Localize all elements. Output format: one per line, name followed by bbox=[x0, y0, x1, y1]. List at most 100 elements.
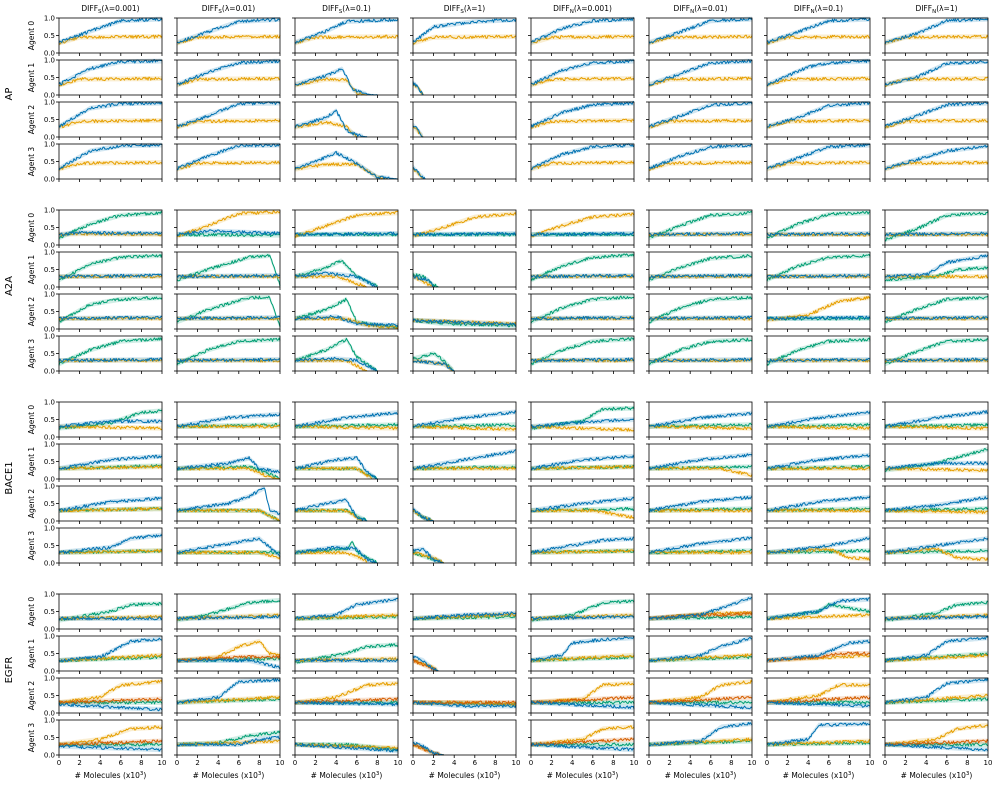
series-line-orange bbox=[530, 212, 635, 238]
y-tick-label: 0.0 bbox=[44, 49, 55, 57]
x-tick-label: 8 bbox=[611, 759, 615, 767]
x-tick-label: 8 bbox=[729, 759, 733, 767]
series-line-blue bbox=[412, 742, 445, 756]
subplot bbox=[292, 16, 399, 56]
subplot bbox=[764, 209, 871, 248]
x-tick-label: 10 bbox=[984, 759, 993, 767]
y-tick-label: 0.5 bbox=[44, 692, 55, 700]
column-header-subscript: N bbox=[570, 9, 574, 15]
column-header-lambda: (λ=1) bbox=[464, 4, 485, 13]
series-band-blue bbox=[177, 455, 280, 475]
series-line-blue bbox=[294, 546, 378, 564]
y-tick-label: 1.0 bbox=[44, 716, 55, 724]
column-header-subscript: N bbox=[810, 9, 814, 15]
column-header-base: DIFF bbox=[81, 4, 98, 13]
target-label: AP bbox=[4, 88, 15, 101]
series-line-orange bbox=[412, 274, 434, 288]
series-band-green bbox=[649, 210, 752, 241]
y-tick-label: 0.5 bbox=[44, 266, 55, 274]
subplot bbox=[174, 58, 281, 98]
x-tick-label: 10 bbox=[630, 759, 639, 767]
y-tick-label: 0.0 bbox=[44, 475, 55, 483]
y-tick-label: 0.5 bbox=[44, 734, 55, 742]
series-line-blue bbox=[648, 536, 753, 554]
series-line-blue bbox=[412, 125, 424, 138]
series-line-orange bbox=[58, 725, 163, 746]
series-line-blue bbox=[766, 597, 871, 620]
x-axis-label: # Molecules (x103) bbox=[783, 771, 855, 780]
target-label: A2A bbox=[4, 276, 15, 296]
series-line-blue bbox=[530, 143, 635, 170]
subplot bbox=[410, 59, 517, 98]
x-axis-label: # Molecules (x103) bbox=[901, 771, 973, 780]
series-band-blue bbox=[413, 740, 444, 755]
x-tick-label: 10 bbox=[158, 759, 167, 767]
series-line-green bbox=[58, 337, 163, 366]
subplot: 0 2 4 6 8 10 bbox=[174, 719, 284, 767]
series-line-orange bbox=[884, 693, 989, 704]
series-line-blue bbox=[294, 356, 378, 372]
axes-frame bbox=[294, 485, 399, 522]
series-line-orange bbox=[176, 210, 281, 238]
series-line-blue bbox=[294, 498, 368, 522]
series-line-green bbox=[649, 295, 753, 324]
subplot bbox=[174, 209, 281, 248]
series-line-blue bbox=[530, 742, 635, 752]
x-tick-label: 4 bbox=[334, 759, 339, 767]
series-band-blue bbox=[885, 58, 988, 87]
series-line-blue bbox=[412, 410, 517, 428]
subplot bbox=[764, 443, 871, 482]
series-band-blue bbox=[177, 677, 280, 705]
agent-label: Agent 3 bbox=[27, 531, 36, 561]
axes-frame bbox=[412, 59, 517, 96]
series-line-orange bbox=[412, 424, 517, 431]
series-line-blue bbox=[176, 59, 281, 86]
series-line-green bbox=[766, 337, 871, 366]
y-tick-label: 1.0 bbox=[44, 332, 55, 340]
series-line-orange bbox=[294, 274, 368, 288]
series-line-blue bbox=[294, 742, 399, 753]
series-band-orange bbox=[649, 550, 752, 555]
column-header-lambda: (λ=0.001) bbox=[102, 4, 140, 13]
series-line-orange bbox=[294, 657, 399, 663]
subplot bbox=[528, 251, 635, 290]
series-line-blue bbox=[648, 17, 753, 44]
series-line-blue bbox=[58, 744, 163, 752]
column-header-lambda: (λ=0.001) bbox=[574, 4, 612, 13]
subplot bbox=[882, 635, 989, 674]
subplot bbox=[292, 401, 399, 440]
series-line-green bbox=[648, 254, 752, 282]
series-line-orange bbox=[648, 76, 753, 87]
series-line-green bbox=[884, 697, 989, 705]
subplot bbox=[174, 527, 281, 566]
series-line-blue bbox=[884, 678, 989, 704]
y-tick-label: 0.0 bbox=[44, 283, 55, 291]
series-band-green bbox=[649, 337, 752, 367]
series-line-blue bbox=[412, 360, 455, 372]
series-line-blue bbox=[648, 143, 753, 170]
subplot bbox=[882, 485, 989, 524]
series-line-orange bbox=[58, 653, 163, 663]
series-line-orange bbox=[176, 424, 281, 429]
subplot bbox=[410, 677, 517, 716]
series-line-blue bbox=[176, 143, 281, 171]
subplot: 0 2 4 6 8 10 bbox=[528, 719, 639, 767]
x-tick-label: 6 bbox=[945, 759, 950, 767]
agent-label: Agent 0 bbox=[27, 597, 36, 627]
column-header-base: DIFF bbox=[673, 4, 690, 13]
series-line-orange bbox=[648, 34, 753, 44]
x-tick-label: 2 bbox=[431, 759, 435, 767]
subplot bbox=[410, 485, 517, 524]
y-tick-label: 1.0 bbox=[44, 14, 55, 22]
series-line-blue bbox=[648, 357, 753, 363]
column-header-subscript: S bbox=[98, 9, 102, 15]
subplot bbox=[292, 209, 399, 248]
series-line-blue bbox=[176, 315, 281, 321]
series-band-blue bbox=[59, 16, 162, 45]
subplot bbox=[764, 58, 871, 98]
x-axis-label: # Molecules (x103) bbox=[665, 771, 737, 780]
series-line-blue bbox=[530, 536, 635, 554]
series-line-blue bbox=[412, 167, 426, 180]
subplot bbox=[410, 527, 517, 566]
subplot bbox=[646, 58, 753, 98]
